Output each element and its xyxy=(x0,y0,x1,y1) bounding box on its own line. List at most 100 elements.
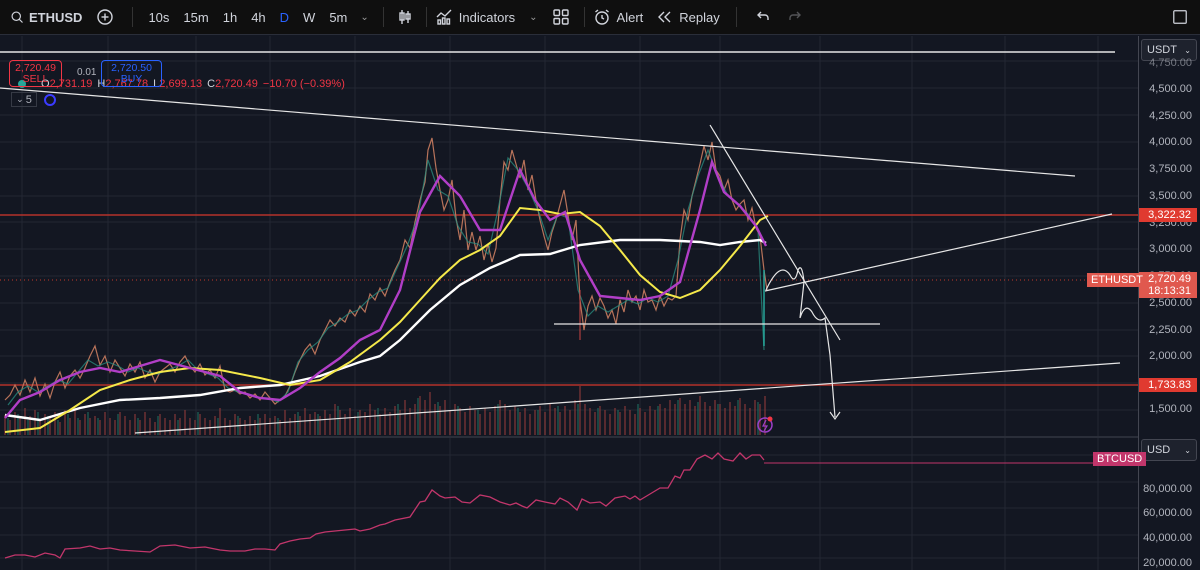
plus-circle-icon xyxy=(97,9,114,25)
spread-value: 0.01 xyxy=(77,67,97,78)
volume-bars xyxy=(4,386,766,435)
undo-button[interactable] xyxy=(745,0,779,35)
divider xyxy=(735,7,737,27)
buy-price: 2,720.50 xyxy=(111,62,152,74)
price-axis[interactable]: USDT ⌄ 4,750.00 4,500.00 4,250.00 4,000.… xyxy=(1138,36,1200,570)
drawn-trendlines[interactable] xyxy=(0,51,1121,434)
high-value: 2,767.78 xyxy=(105,78,149,90)
rewind-icon xyxy=(658,11,671,23)
interval-5m[interactable]: 5m xyxy=(329,9,348,25)
buy-label: BUY xyxy=(120,73,143,85)
top-toolbar: ETHUSD 10s 15m 1h 4h D W 5m ⌄ Indicators… xyxy=(0,0,1200,35)
interval-1d[interactable]: D xyxy=(279,9,290,25)
price-tick: 4,250.00 xyxy=(1149,110,1192,122)
search-icon xyxy=(11,11,23,23)
symbol-name: ETHUSD xyxy=(29,9,83,25)
status-dot-icon xyxy=(18,80,26,88)
divider xyxy=(425,7,427,27)
price-tick: 3,000.00 xyxy=(1149,243,1192,255)
level-price-tag-upper: 3,322.32 xyxy=(1139,208,1197,222)
indicators-collapse-button[interactable]: ⌄ 5 xyxy=(11,92,37,107)
chevron-down-icon: ⌄ xyxy=(16,94,24,104)
chevron-down-icon: ⌄ xyxy=(1184,445,1191,455)
price-tick: 2,500.00 xyxy=(1149,297,1192,309)
interval-10s[interactable]: 10s xyxy=(148,9,170,25)
interval-4h[interactable]: 4h xyxy=(251,9,266,25)
open-key: O xyxy=(41,78,50,90)
currency-select-usdt[interactable]: USDT ⌄ xyxy=(1141,39,1197,61)
redo-icon xyxy=(789,11,801,20)
event-lightning-icon[interactable] xyxy=(757,416,773,433)
ma-mid-yellow xyxy=(4,206,769,433)
level-price-tag-lower: 1,733.83 xyxy=(1139,378,1197,392)
close-value: 2,720.49 xyxy=(215,78,258,90)
compare-symbol-button[interactable] xyxy=(82,0,124,35)
fullscreen-button[interactable] xyxy=(1172,0,1200,35)
templates-button[interactable] xyxy=(546,0,576,35)
replay-button[interactable]: Replay xyxy=(655,0,727,35)
chart-canvas[interactable] xyxy=(0,36,1138,570)
grid xyxy=(0,36,1138,570)
divider xyxy=(382,7,384,27)
square-icon xyxy=(1173,10,1187,24)
alarm-clock-icon xyxy=(594,9,609,25)
price-tick: 2,250.00 xyxy=(1149,324,1192,336)
low-value: 2,699.13 xyxy=(159,78,203,90)
interval-dropdown-chevron-icon[interactable]: ⌄ xyxy=(360,11,369,23)
alert-label: Alert xyxy=(616,9,644,25)
sell-label: SELL xyxy=(22,73,49,85)
indicator-count: 5 xyxy=(25,93,32,106)
buy-button[interactable]: 2,720.50 BUY xyxy=(101,60,162,87)
divider xyxy=(583,7,585,27)
interval-1w[interactable]: W xyxy=(303,9,316,25)
sync-icon[interactable] xyxy=(44,94,56,106)
indicators-dropdown-chevron-icon[interactable]: ⌄ xyxy=(529,11,538,23)
low-key: L xyxy=(153,78,160,90)
ma-fast-purple xyxy=(4,158,768,419)
divider xyxy=(132,7,134,27)
bar-countdown: 18:13:31 xyxy=(1148,285,1191,297)
price-tick: 60,000.00 xyxy=(1143,507,1192,519)
symbol-search[interactable]: ETHUSD xyxy=(0,0,82,35)
price-tick: 20,000.00 xyxy=(1143,557,1192,569)
interval-1h[interactable]: 1h xyxy=(222,9,238,25)
alert-button[interactable]: Alert xyxy=(593,0,656,35)
btcusd-line xyxy=(4,452,765,559)
price-tick: 3,750.00 xyxy=(1149,163,1192,175)
candlestick-icon xyxy=(399,10,411,24)
price-tick: 4,750.00 xyxy=(1149,57,1192,69)
indicators-label: Indicators xyxy=(458,9,516,25)
price-candles xyxy=(4,137,768,406)
undo-icon xyxy=(756,11,769,20)
price-tick: 4,000.00 xyxy=(1149,136,1192,148)
chevron-down-icon: ⌄ xyxy=(1184,45,1191,55)
chart-pane[interactable]: O2,731.19 H2,767.78 L2,699.13 C2,720.49 … xyxy=(0,36,1138,570)
open-value: 2,731.19 xyxy=(49,78,93,90)
sell-price: 2,720.49 xyxy=(15,62,56,74)
last-price: 2,720.49 xyxy=(1148,273,1191,285)
last-price-tag: 2,720.49 18:13:31 xyxy=(1139,272,1197,298)
price-tick: 2,000.00 xyxy=(1149,350,1192,362)
chart-type-button[interactable] xyxy=(392,0,418,35)
price-tick: 80,000.00 xyxy=(1143,483,1192,495)
btcusd-symbol-tag: BTCUSD xyxy=(1093,452,1147,466)
price-tick: 1,500.00 xyxy=(1149,403,1192,415)
ethusdt-symbol-tag: ETHUSDT xyxy=(1087,273,1147,287)
indicators-icon xyxy=(436,9,452,25)
change-value: −10.70 (−0.39%) xyxy=(262,78,345,90)
price-tick: 4,500.00 xyxy=(1149,83,1192,95)
currency-label: USD xyxy=(1147,444,1171,456)
price-tick: 3,500.00 xyxy=(1149,190,1192,202)
grid-icon xyxy=(552,9,569,25)
currency-select-usd[interactable]: USD ⌄ xyxy=(1141,439,1197,461)
indicators-button[interactable]: Indicators xyxy=(435,0,521,35)
interval-15m[interactable]: 15m xyxy=(183,9,209,25)
replay-label: Replay xyxy=(679,9,720,25)
price-tick: 40,000.00 xyxy=(1143,532,1192,544)
redo-button[interactable] xyxy=(779,0,813,35)
ma-slow-white xyxy=(4,238,767,422)
sell-button[interactable]: 2,720.49 SELL xyxy=(9,60,62,87)
close-key: C xyxy=(207,78,216,90)
ohlc-legend: O2,731.19 H2,767.78 L2,699.13 C2,720.49 … xyxy=(18,78,345,90)
currency-label: USDT xyxy=(1147,44,1177,56)
